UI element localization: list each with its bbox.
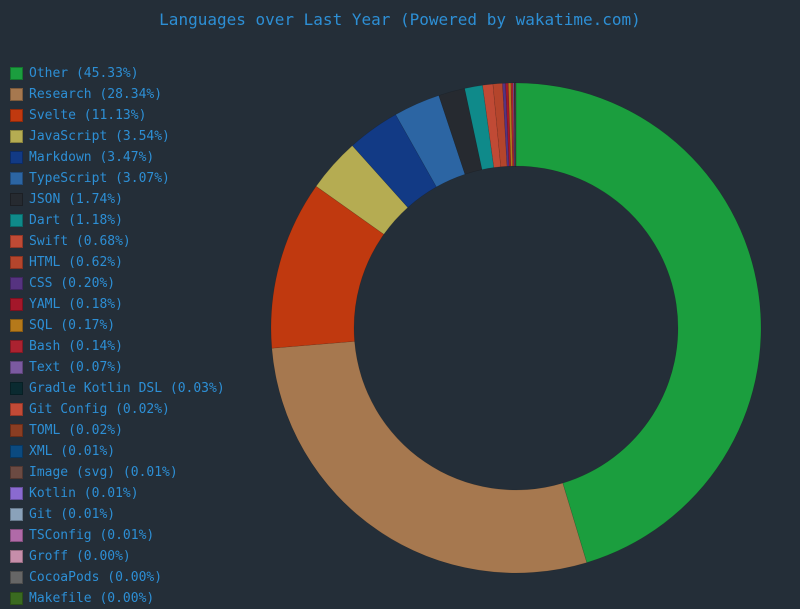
donut-slice — [272, 341, 587, 573]
